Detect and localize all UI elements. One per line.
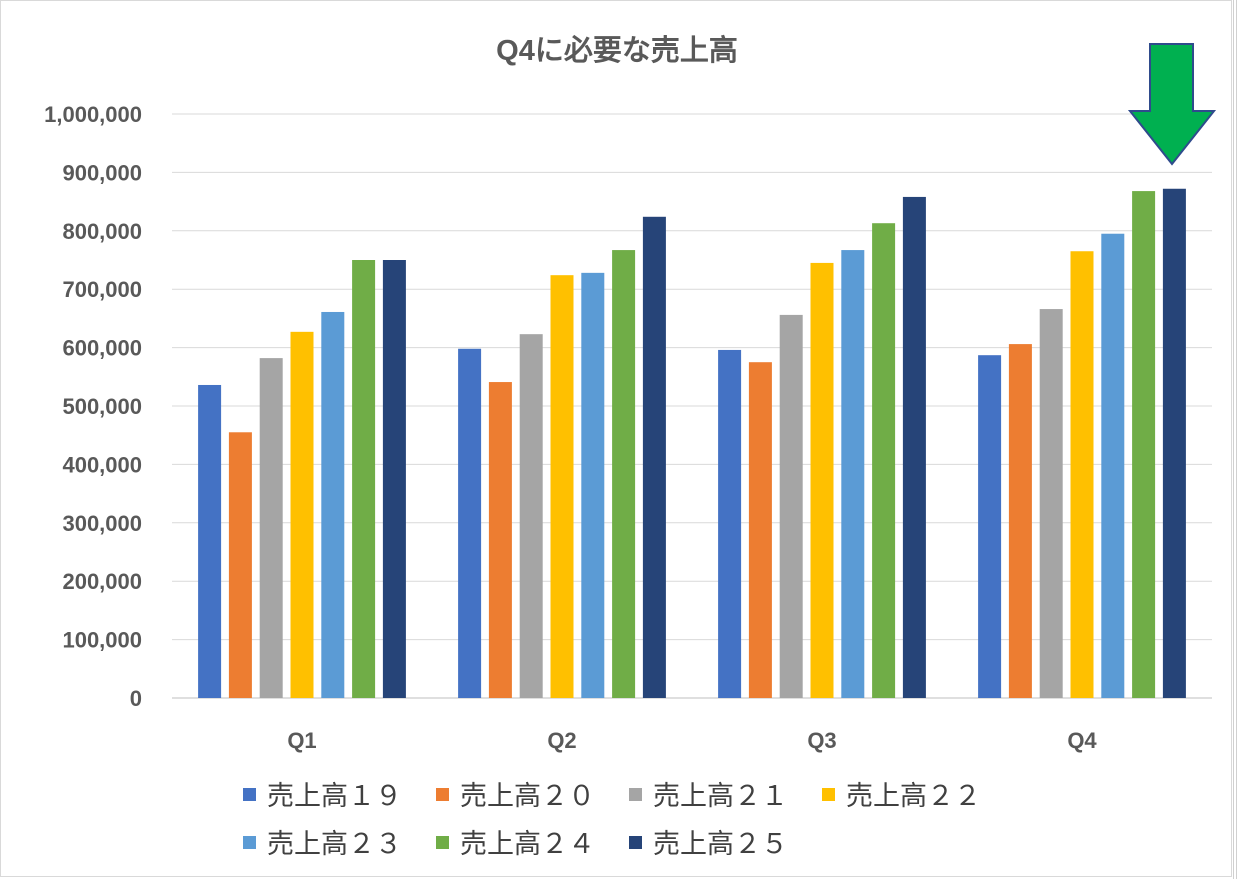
- bar-Q2-series-6: [612, 250, 636, 698]
- down-arrow-icon: [1127, 43, 1217, 166]
- legend-label: 売上高２５: [653, 829, 788, 859]
- x-tick-label: Q4: [1067, 728, 1097, 753]
- y-tick-label: 700,000: [62, 277, 142, 302]
- bar-Q4-series-1: [978, 355, 1002, 698]
- bar-Q2-series-7: [642, 216, 666, 698]
- x-tick-label: Q3: [807, 728, 836, 753]
- legend-swatch: [243, 836, 256, 849]
- bar-Q3-series-4: [810, 262, 834, 698]
- bar-Q4-series-4: [1070, 251, 1094, 699]
- bar-Q4-series-3: [1039, 309, 1063, 698]
- y-tick-label: 900,000: [62, 160, 142, 185]
- bar-Q3-series-3: [779, 314, 803, 698]
- bar-Q1-series-5: [321, 311, 345, 698]
- legend-swatch: [822, 788, 835, 801]
- bar-Q1-series-2: [228, 432, 252, 698]
- legend-label: 売上高１９: [267, 781, 402, 811]
- bar-Q4-series-7: [1162, 188, 1186, 698]
- bar-Q3-series-5: [841, 250, 865, 698]
- bar-Q3-series-1: [718, 349, 742, 698]
- bar-Q1-series-7: [382, 260, 406, 698]
- bar-Q1-series-1: [198, 384, 222, 698]
- chart-title: Q4に必要な売上高: [496, 34, 738, 67]
- bar-Q2-series-3: [519, 334, 543, 698]
- legend-swatch: [436, 836, 449, 849]
- bar-Q3-series-7: [902, 196, 926, 699]
- bar-Q4-series-5: [1101, 233, 1125, 698]
- legend-swatch: [629, 788, 642, 801]
- y-tick-label: 200,000: [62, 569, 142, 594]
- bar-Q3-series-6: [872, 223, 896, 698]
- y-tick-label: 500,000: [62, 394, 142, 419]
- legend-label: 売上高２０: [460, 781, 595, 811]
- bar-Q1-series-6: [352, 260, 376, 698]
- window-edge: [1236, 0, 1237, 879]
- x-tick-label: Q1: [287, 728, 316, 753]
- y-tick-label: 0: [130, 686, 142, 711]
- y-tick-label: 1,000,000: [44, 102, 142, 127]
- legend-swatch: [243, 788, 256, 801]
- bar-Q4-series-6: [1132, 191, 1156, 698]
- y-tick-label: 800,000: [62, 219, 142, 244]
- bar-Q4-series-2: [1008, 344, 1032, 698]
- x-tick-label: Q2: [547, 728, 576, 753]
- y-tick-label: 100,000: [62, 628, 142, 653]
- legend-label: 売上高２１: [653, 781, 788, 811]
- bar-Q1-series-4: [290, 331, 314, 698]
- bar-Q2-series-4: [550, 275, 574, 698]
- legend-label: 売上高２２: [846, 781, 981, 811]
- bar-Q2-series-5: [581, 272, 605, 698]
- bar-Q2-series-2: [488, 382, 512, 698]
- bar-Q1-series-3: [259, 358, 283, 698]
- legend-label: 売上高２４: [460, 829, 595, 859]
- bar-Q3-series-2: [748, 362, 772, 698]
- legend-swatch: [629, 836, 642, 849]
- y-tick-label: 300,000: [62, 511, 142, 536]
- window-edge: [1233, 0, 1234, 879]
- legend-swatch: [436, 788, 449, 801]
- bar-Q2-series-1: [458, 348, 482, 698]
- legend-label: 売上高２３: [267, 829, 402, 859]
- y-tick-label: 600,000: [62, 336, 142, 361]
- y-tick-label: 400,000: [62, 452, 142, 477]
